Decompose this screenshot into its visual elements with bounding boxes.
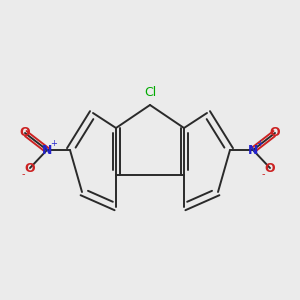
Text: Cl: Cl (144, 86, 156, 100)
Text: -: - (261, 169, 265, 179)
Text: +: + (256, 140, 263, 148)
Text: O: O (265, 161, 275, 175)
Text: O: O (270, 127, 280, 140)
Text: N: N (42, 143, 52, 157)
Text: O: O (20, 127, 30, 140)
Text: +: + (51, 140, 57, 148)
Text: -: - (21, 169, 25, 179)
Text: N: N (248, 143, 258, 157)
Text: O: O (25, 161, 35, 175)
